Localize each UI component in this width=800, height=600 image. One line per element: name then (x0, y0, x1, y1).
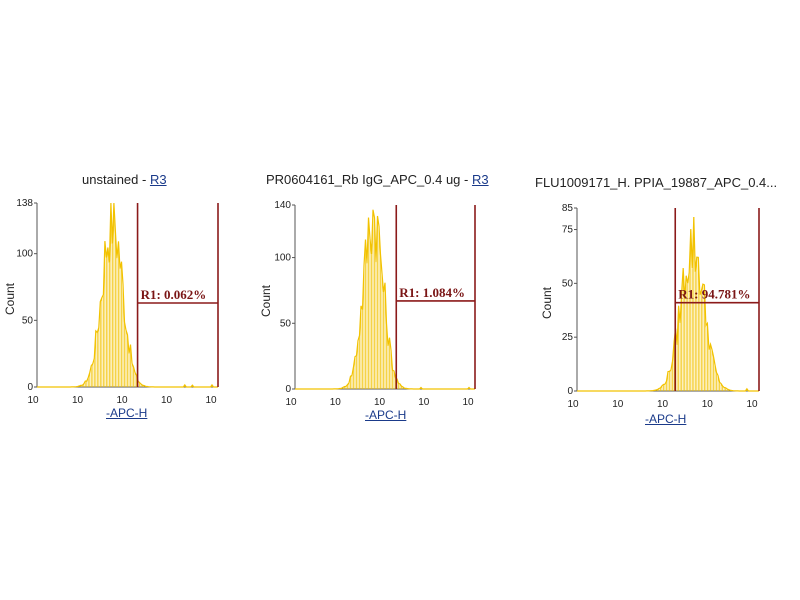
x-tick-label: 10 (285, 397, 297, 408)
histogram-outline (577, 216, 759, 392)
gate-percentage-label: R1: 1.084% (399, 285, 465, 300)
x-tick-label: 10 (567, 399, 579, 410)
y-tick-label: 0 (567, 386, 573, 397)
y-tick-label: 50 (562, 278, 574, 289)
x-tick-label: 10 (612, 399, 624, 410)
x-tick-label: 10 (746, 399, 758, 410)
y-tick-label: 75 (562, 225, 574, 236)
y-tick-label: 100 (16, 249, 33, 260)
x-axis-label[interactable]: -APC-H (365, 408, 407, 422)
x-tick-label: 10 (418, 397, 430, 408)
gate-percentage-label: R1: 94.781% (678, 287, 750, 302)
gate-link[interactable]: R3 (149, 172, 167, 187)
x-tick-label: 10 (330, 397, 342, 408)
x-axis-label[interactable]: -APC-H (106, 406, 148, 420)
title-text: unstained - (82, 172, 150, 187)
histogram-outline (37, 202, 218, 388)
y-tick-label: 140 (274, 200, 291, 211)
x-tick-label: 10 (702, 399, 714, 410)
y-tick-label: 0 (285, 384, 291, 395)
y-tick-label: 50 (22, 315, 34, 326)
chart-title: unstained - R3 (82, 172, 167, 187)
histogram-outline (295, 209, 475, 390)
gate-percentage-label: R1: 0.062% (141, 287, 207, 302)
title-text: PR0604161_Rb IgG_APC_0.4 ug - (266, 172, 472, 187)
x-tick-label: 10 (462, 397, 474, 408)
y-tick-label: 100 (274, 253, 291, 264)
x-tick-label: 10 (27, 395, 39, 406)
x-tick-label: 10 (72, 395, 84, 406)
gate-link[interactable]: R3 (471, 172, 489, 187)
x-tick-label: 10 (657, 399, 669, 410)
x-tick-label: 10 (205, 395, 217, 406)
x-tick-label: 10 (116, 395, 128, 406)
y-tick-label: 85 (562, 203, 574, 214)
chart-title: FLU1009171_H. PPIA_19887_APC_0.4... (535, 175, 777, 190)
x-tick-label: 10 (374, 397, 386, 408)
y-tick-label: 50 (280, 318, 292, 329)
x-axis-label[interactable]: -APC-H (645, 412, 687, 426)
y-tick-label: 0 (27, 382, 33, 393)
y-tick-label: 25 (562, 332, 574, 343)
x-tick-label: 10 (161, 395, 173, 406)
title-text: FLU1009171_H. PPIA_19887_APC_0.4... (535, 175, 778, 190)
chart-title: PR0604161_Rb IgG_APC_0.4 ug - R3 (266, 172, 489, 187)
y-tick-label: 138 (16, 198, 33, 209)
